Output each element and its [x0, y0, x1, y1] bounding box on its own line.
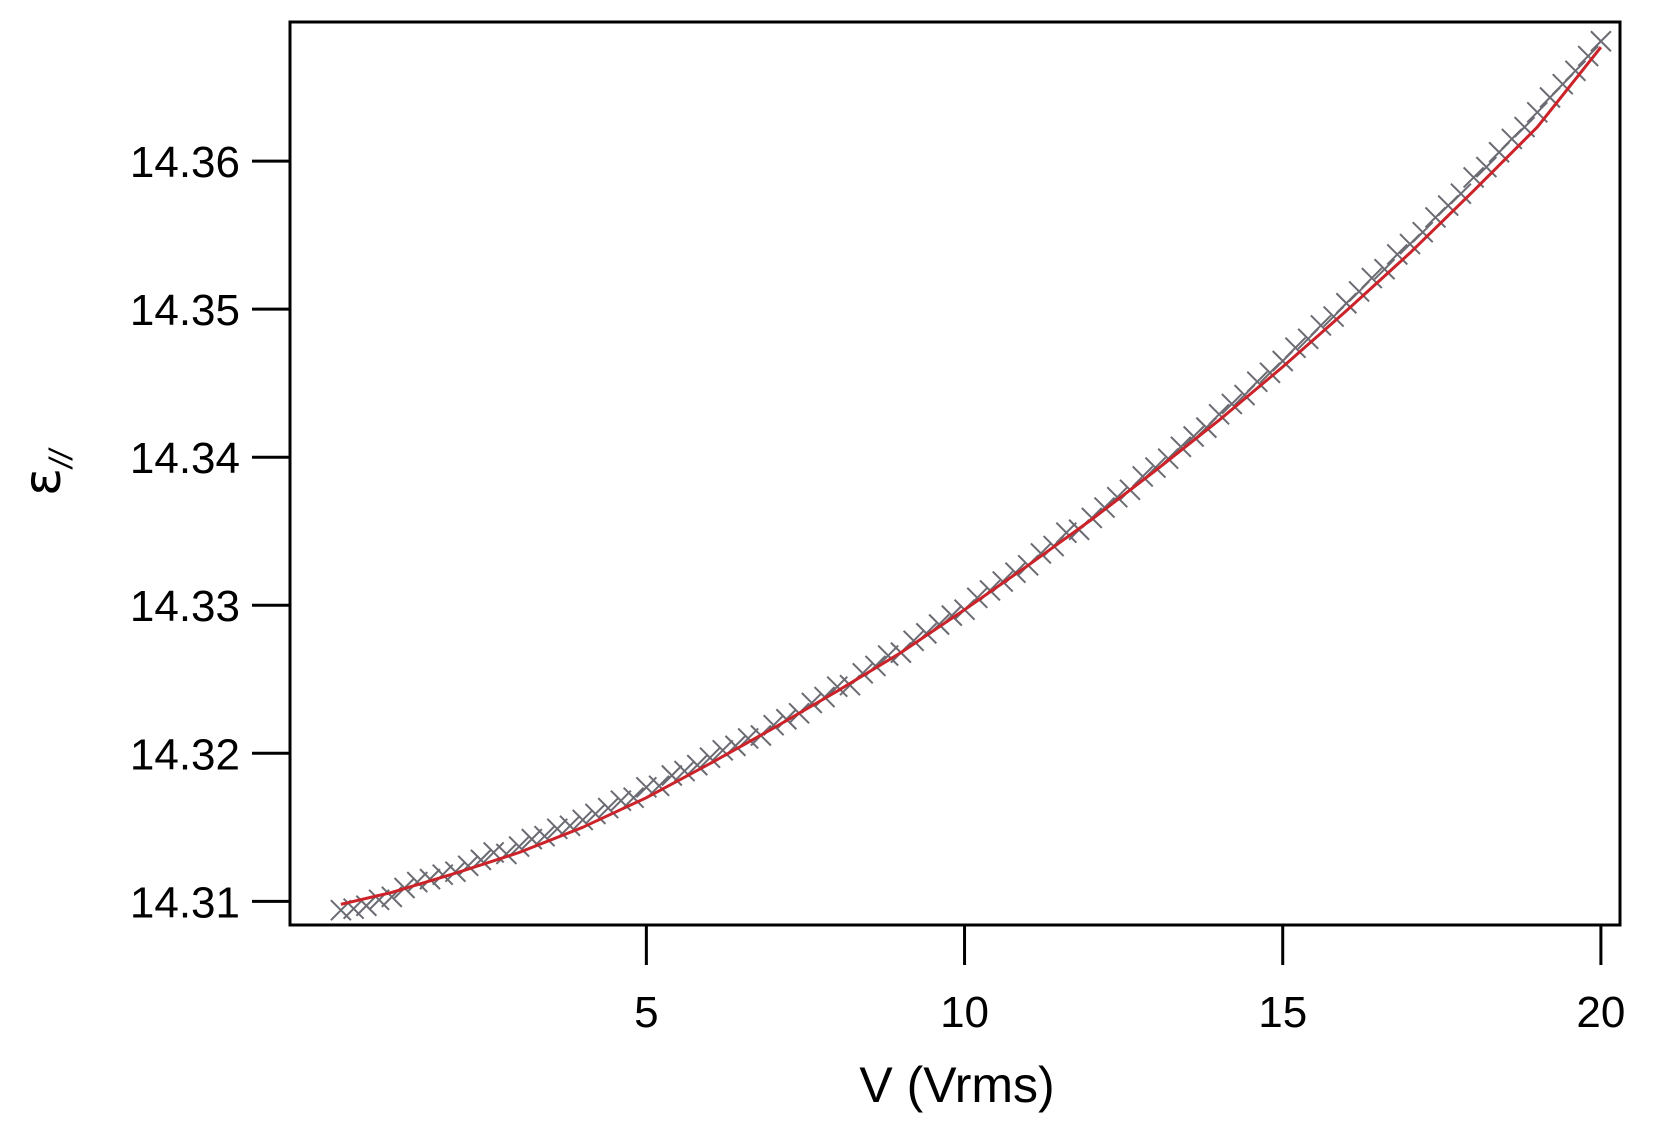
data-point-marker	[877, 644, 899, 667]
y-tick-label: 14.33	[130, 582, 240, 631]
data-point-marker	[533, 825, 556, 847]
data-point-marker	[1284, 336, 1307, 359]
x-tick-label: 5	[634, 988, 658, 1037]
data-point-marker	[1055, 522, 1078, 544]
data-point-marker	[1475, 156, 1498, 178]
data-point-marker	[1564, 60, 1587, 82]
data-point-marker	[673, 760, 696, 782]
data-point-marker	[495, 843, 518, 865]
data-point-marker	[1373, 258, 1396, 280]
data-point-marker	[648, 775, 670, 797]
data-point-marker	[1450, 183, 1472, 205]
data-point-marker	[1182, 425, 1205, 448]
x-axis-title: V (Vrms)	[859, 1057, 1054, 1113]
data-point-marker	[1310, 314, 1332, 337]
y-axis-title: ε//	[13, 447, 79, 496]
y-axis-title-main: ε	[13, 468, 73, 496]
data-point-marker	[1246, 371, 1268, 393]
svg-text:ε//: ε//	[13, 447, 79, 496]
data-point-marker	[572, 809, 594, 831]
data-point-marker	[1132, 465, 1154, 488]
y-tick-label: 14.31	[130, 878, 240, 927]
y-tick-label: 14.32	[130, 730, 240, 779]
data-point-marker	[584, 803, 607, 825]
plot-frame	[288, 20, 1622, 927]
y-axis-title-subscript: //	[43, 447, 79, 470]
x-axis-ticks: 5 10 15 20	[634, 925, 1625, 1037]
fit-curve-line	[340, 46, 1603, 906]
data-point-marker	[1577, 45, 1599, 67]
data-point-marker	[1361, 267, 1383, 289]
y-axis-ticks: 14.31 14.32 14.33 14.34 14.35 14.36	[130, 138, 290, 927]
data-point-marker	[432, 863, 454, 886]
y-tick-label: 14.35	[130, 286, 240, 335]
y-tick-label: 14.36	[130, 138, 240, 187]
data-point-marker	[1208, 403, 1230, 425]
data-point-marker	[597, 797, 619, 819]
data-point-marker	[1170, 436, 1192, 458]
data-point-marker	[1386, 243, 1408, 266]
x-tick-label: 20	[1576, 988, 1625, 1037]
x-tick-label: 15	[1258, 988, 1307, 1037]
data-point-marker	[1221, 393, 1243, 415]
y-tick-label: 14.34	[130, 434, 240, 483]
x-tick-label: 10	[940, 988, 989, 1037]
data-markers	[330, 30, 1612, 921]
data-point-marker	[1590, 30, 1612, 52]
data-point-marker	[686, 754, 708, 776]
data-point-marker	[699, 747, 721, 769]
data-point-marker	[559, 815, 581, 837]
data-point-marker	[712, 739, 734, 762]
fit-curve-group	[340, 46, 1603, 906]
data-point-marker	[622, 786, 645, 809]
data-point-marker	[419, 868, 441, 890]
data-point-marker	[406, 871, 428, 893]
data-point-marker	[1412, 221, 1434, 243]
